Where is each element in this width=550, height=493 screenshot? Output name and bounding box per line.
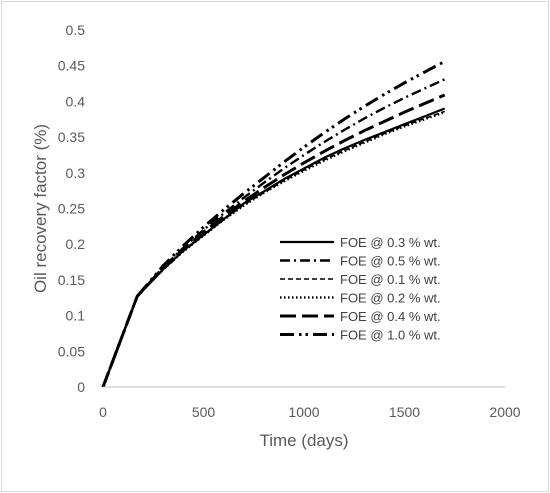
series-line-4	[101, 110, 446, 388]
x-tick-label: 1500	[389, 404, 420, 420]
x-tick-label: 2000	[489, 404, 520, 420]
y-tick-label: 0.2	[66, 236, 86, 252]
y-tick-label: 0.3	[66, 165, 86, 181]
y-tick-label: 0.35	[58, 129, 85, 145]
legend-label-3: FOE @ 0.1 % wt.	[340, 272, 441, 287]
y-tick-label: 0.45	[58, 58, 85, 74]
y-axis-ticks: 0 0.05 0.1 0.15 0.2 0.25 0.3 0.35 0.4 0.45 0.5	[58, 22, 85, 395]
x-axis-ticks: 0 500 1000 1500 2000	[99, 404, 521, 420]
legend-label-5: FOE @ 0.4 % wt.	[340, 309, 441, 324]
y-tick-label: 0	[77, 379, 85, 395]
legend: FOE @ 0.3 % wt. FOE @ 0.5 % wt. FOE @ 0.1 …	[280, 235, 441, 343]
x-tick-label: 500	[192, 404, 216, 420]
legend-label-4: FOE @ 0.2 % wt.	[340, 291, 441, 306]
x-axis-title: Time (days)	[259, 431, 348, 450]
series-line-5	[101, 93, 446, 388]
x-tick-label: 0	[99, 404, 107, 420]
y-tick-label: 0.25	[58, 201, 85, 217]
series-layer	[101, 60, 446, 388]
legend-label-1: FOE @ 0.3 % wt.	[340, 235, 441, 250]
y-tick-label: 0.15	[58, 272, 85, 288]
y-tick-label: 0.05	[58, 343, 85, 359]
y-axis-title: Oil recovery factor (%)	[31, 124, 50, 293]
legend-label-6: FOE @ 1.0 % wt.	[340, 328, 441, 343]
y-tick-label: 0.1	[66, 308, 86, 324]
y-tick-label: 0.4	[66, 93, 86, 109]
legend-label-2: FOE @ 0.5 % wt.	[340, 254, 441, 269]
x-tick-label: 1000	[288, 404, 319, 420]
y-tick-label: 0.5	[66, 22, 86, 38]
